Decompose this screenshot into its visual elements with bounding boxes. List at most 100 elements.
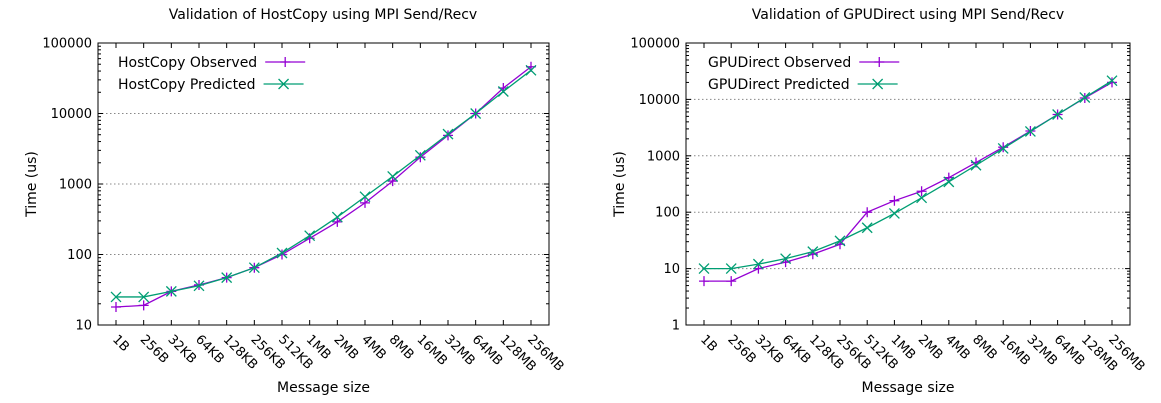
data-point [699,276,709,287]
legend-label: GPUDirect Predicted [708,77,850,93]
legend-label: HostCopy Predicted [118,77,256,93]
data-point [221,272,233,284]
chart-title: Validation of HostCopy using MPI Send/Re… [169,7,477,23]
data-point [470,108,482,119]
data-point [138,291,150,303]
x-tick-label: 32KB [165,332,200,367]
data-point [414,149,426,161]
data-point [1079,92,1091,103]
data-point [525,64,537,76]
y-tick-label: 1000 [647,149,680,164]
legend-label: HostCopy Observed [118,55,257,71]
data-point [360,197,370,208]
data-point [997,142,1009,154]
x-axis-label: Message size [277,380,370,396]
x-axis-label: Message size [862,380,955,396]
data-point [943,176,955,188]
data-point [807,246,819,258]
data-point [359,191,371,203]
gpudirect-chart: Validation of GPUDirect using MPI Send/R… [612,7,1148,396]
data-point [752,258,764,270]
series-line [116,69,532,298]
data-point [387,170,399,182]
y-tick-label: 100 [655,206,680,221]
legend-marker [278,78,290,90]
data-point [1052,109,1064,120]
data-point [916,192,928,204]
x-tick-label: 32MB [441,332,478,369]
x-tick-label: 4MB [358,332,389,363]
data-point [193,280,205,292]
y-tick-label: 100000 [42,37,92,52]
series-line [704,81,1113,282]
data-point [111,302,121,313]
legend-label: GPUDirect Observed [708,55,851,71]
data-point [387,176,398,187]
y-axis-label: Time (us) [24,151,40,218]
hostcopy-chart: Validation of HostCopy using MPI Send/Re… [24,7,567,396]
data-point [861,222,873,234]
data-point [780,253,792,265]
y-axis-label: Time (us) [612,151,628,218]
data-point [753,263,764,274]
x-tick-label: 1B [697,332,720,355]
legend-marker [872,78,884,90]
data-point [331,211,343,223]
series-line [115,66,532,308]
x-tick-label: 8MB [969,332,1000,363]
data-point [916,186,927,197]
series-predicted [110,64,537,303]
data-point [725,263,737,275]
data-point [110,291,122,303]
x-tick-label: 64KB [779,332,814,367]
data-point [970,159,982,171]
data-point [304,230,316,242]
series-observed [699,77,1117,287]
x-tick-label: 1B [109,332,132,355]
x-tick-label: 2MB [915,332,946,363]
y-tick-label: 10000 [639,93,680,108]
data-point [998,142,1009,153]
x-tick-label: 16MB [414,332,451,369]
data-point [888,207,900,219]
data-point [1024,126,1036,137]
y-tick-label: 1 [672,319,680,334]
x-tick-label: 4MB [942,332,973,363]
y-tick-label: 1000 [59,178,92,193]
x-tick-label: 256B [137,332,171,366]
x-tick-label: 2MB [331,332,362,363]
legend-marker [280,57,291,67]
data-point [862,207,873,218]
data-point [889,195,900,206]
series-predicted [698,75,1118,275]
y-tick-label: 10 [663,262,680,277]
plot-frame [685,42,1131,326]
data-point [165,285,177,297]
plot-frame [97,42,550,326]
chart-title: Validation of GPUDirect using MPI Send/R… [752,7,1064,23]
data-point [1106,75,1118,87]
legend-marker [874,57,885,67]
x-tick-label: 8MB [386,332,417,363]
data-point [726,276,737,287]
y-tick-label: 10 [75,319,92,334]
data-point [834,235,846,247]
data-point [332,216,343,227]
series-line [704,80,1113,270]
data-point [248,262,260,274]
data-point [276,247,288,259]
data-point [443,130,453,141]
y-tick-label: 100000 [630,37,680,52]
data-point [497,86,509,97]
data-point [442,128,454,140]
x-tick-label: 256B [724,332,758,366]
y-tick-label: 10000 [51,107,92,122]
data-point [698,263,710,275]
series-observed [111,61,536,313]
y-tick-label: 100 [67,248,92,263]
x-tick-label: 64MB [469,332,506,369]
data-point [138,300,149,311]
x-tick-label: 32KB [752,332,787,367]
x-tick-label: 64KB [192,332,227,367]
